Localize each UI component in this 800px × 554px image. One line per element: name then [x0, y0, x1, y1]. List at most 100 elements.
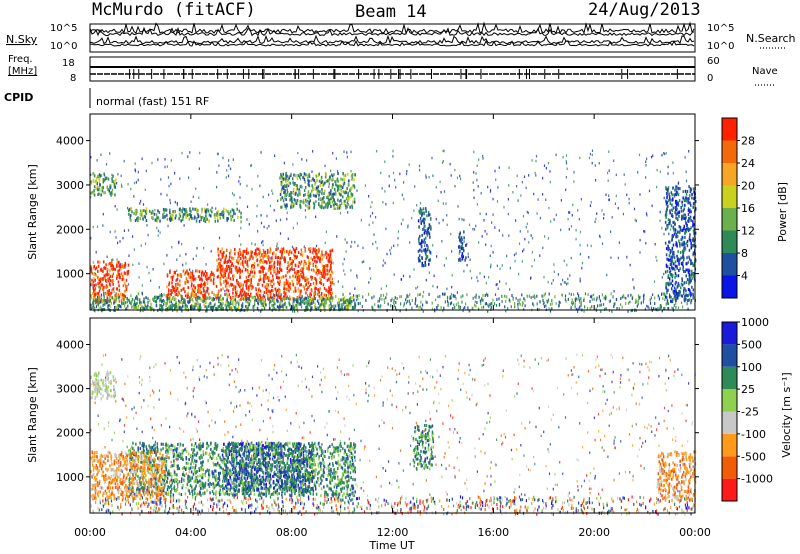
scatter-cell	[181, 242, 183, 246]
heatmap-cell	[311, 189, 313, 193]
heatmap-cell	[258, 282, 260, 286]
heatmap-cell	[280, 189, 282, 193]
heatmap-cell	[103, 276, 106, 280]
ground-scatter-cell	[580, 297, 582, 301]
heatmap-cell	[421, 233, 423, 237]
heatmap-cell	[678, 214, 680, 218]
ground-scatter-cell	[627, 309, 629, 313]
heatmap-cell	[675, 232, 678, 236]
scatter-cell	[239, 182, 241, 186]
ground-scatter-cell	[117, 307, 119, 311]
scatter-cell	[211, 206, 213, 210]
ground-scatter-cell	[457, 301, 459, 305]
scatter-cell	[168, 184, 170, 188]
heatmap-cell	[224, 267, 227, 271]
heatmap-cell	[187, 280, 189, 284]
heatmap-cell	[157, 216, 159, 220]
heatmap-cell	[191, 216, 193, 220]
ground-scatter-cell	[526, 294, 528, 298]
scatter-cell	[693, 235, 695, 238]
scatter-cell	[645, 212, 648, 215]
ground-scatter-cell	[673, 296, 675, 300]
heatmap-cell	[313, 179, 315, 182]
heatmap-cell	[689, 298, 691, 302]
scatter-cell	[184, 294, 187, 298]
scatter-cell	[295, 412, 297, 415]
heatmap-cell	[194, 286, 197, 290]
heatmap-cell	[277, 305, 280, 309]
heatmap-cell	[266, 286, 269, 290]
heatmap-cell	[671, 208, 674, 212]
heatmap-cell	[127, 269, 130, 273]
scatter-cell	[485, 212, 487, 216]
scatter-cell	[121, 185, 123, 188]
heatmap-cell	[124, 263, 127, 267]
heatmap-cell	[224, 279, 227, 283]
heatmap-cell	[209, 214, 212, 218]
heatmap-cell	[420, 244, 423, 248]
heatmap-cell	[300, 185, 303, 189]
scatter-cell	[131, 235, 134, 238]
scatter-cell	[487, 185, 489, 189]
scatter-cell	[344, 238, 346, 241]
heatmap-cell	[114, 309, 116, 313]
scatter-cell	[127, 206, 129, 210]
heatmap-cell	[684, 196, 687, 200]
heatmap-cell	[463, 230, 465, 234]
heatmap-cell	[183, 213, 185, 216]
heatmap-cell	[93, 192, 95, 196]
heatmap-cell	[169, 208, 171, 212]
scatter-cell	[308, 285, 311, 288]
scatter-cell	[570, 225, 573, 228]
heatmap-cell	[113, 180, 116, 184]
heatmap-cell	[250, 294, 252, 298]
ground-scatter-cell	[276, 293, 278, 297]
heatmap-cell	[271, 285, 273, 288]
ground-scatter-cell	[597, 304, 599, 308]
heatmap-cell	[90, 180, 92, 184]
heatmap-cell	[690, 187, 692, 191]
heatmap-cell	[259, 270, 261, 274]
heatmap-cell	[119, 292, 122, 296]
heatmap-cell	[308, 299, 311, 302]
heatmap-cell	[688, 236, 691, 239]
heatmap-cell	[185, 211, 187, 215]
heatmap-cell	[260, 301, 262, 305]
ground-scatter-cell	[169, 293, 171, 297]
ground-scatter-cell	[487, 309, 489, 313]
scatter-cell	[155, 298, 157, 301]
heatmap-cell	[691, 196, 693, 200]
heatmap-cell	[340, 198, 342, 202]
heatmap-cell	[676, 266, 678, 270]
heatmap-cell	[181, 218, 184, 221]
heatmap-cell	[458, 258, 460, 262]
ground-scatter-cell	[644, 307, 646, 311]
heatmap-cell	[243, 249, 246, 253]
colorbar-tick-label: 20	[741, 180, 755, 193]
heatmap-cell	[169, 215, 172, 219]
heatmap-cell	[166, 296, 169, 300]
heatmap-cell	[171, 214, 173, 218]
heatmap-cell	[322, 272, 325, 276]
heatmap-cell	[330, 257, 332, 261]
heatmap-cell	[212, 297, 214, 301]
heatmap-cell	[688, 219, 690, 223]
heatmap-cell	[282, 177, 284, 181]
scatter-cell	[645, 242, 647, 245]
ground-scatter-cell	[276, 305, 278, 309]
scatter-cell	[123, 493, 125, 497]
ground-scatter-cell	[517, 305, 519, 309]
scatter-cell	[163, 262, 165, 266]
heatmap-cell	[278, 292, 280, 296]
scatter-cell	[315, 215, 317, 219]
heatmap-cell	[673, 220, 676, 224]
heatmap-cell	[429, 250, 431, 254]
ground-scatter-cell	[296, 307, 298, 311]
heatmap-cell	[178, 212, 181, 216]
heatmap-cell	[319, 270, 321, 274]
ground-scatter-cell	[114, 306, 116, 309]
heatmap-cell	[212, 279, 215, 283]
scatter-cell	[418, 164, 421, 168]
heatmap-cell	[114, 296, 116, 300]
heatmap-cell	[259, 294, 261, 298]
